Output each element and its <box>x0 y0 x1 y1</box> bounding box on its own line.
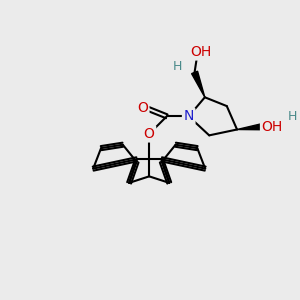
Text: H: H <box>172 60 182 73</box>
Text: OH: OH <box>262 120 283 134</box>
Polygon shape <box>192 71 205 97</box>
Text: N: N <box>184 109 194 123</box>
Text: H: H <box>288 110 297 123</box>
Text: O: O <box>137 100 148 115</box>
Text: OH: OH <box>190 45 211 59</box>
Text: O: O <box>144 127 154 141</box>
Polygon shape <box>237 123 264 130</box>
